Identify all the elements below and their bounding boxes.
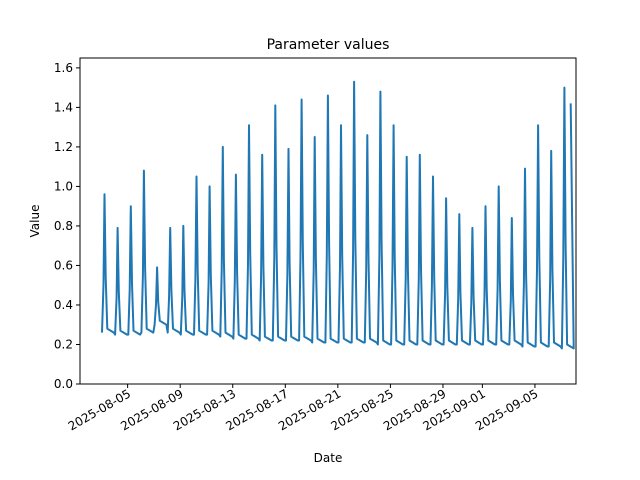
y-axis-title: Value — [28, 205, 42, 238]
plot-area — [101, 80, 575, 350]
y-tick-label: 1.6 — [54, 61, 73, 75]
y-tick-label: 1.4 — [54, 100, 73, 114]
axes-frame — [79, 57, 577, 385]
y-axis: 0.0 0.2 0.4 0.6 0.8 1.0 1.2 1.4 1.6 — [54, 61, 80, 391]
y-tick-label: 0.8 — [54, 219, 73, 233]
x-axis-title: Date — [314, 451, 343, 465]
y-tick-label: 1.2 — [54, 140, 73, 154]
y-tick-label: 0.0 — [54, 377, 73, 391]
chart-title: Parameter values — [267, 37, 390, 53]
y-tick-label: 0.4 — [54, 298, 73, 312]
y-tick-label: 0.6 — [54, 258, 73, 272]
series-line — [101, 80, 575, 350]
y-tick-label: 0.2 — [54, 337, 73, 351]
y-tick-label: 1.0 — [54, 179, 73, 193]
